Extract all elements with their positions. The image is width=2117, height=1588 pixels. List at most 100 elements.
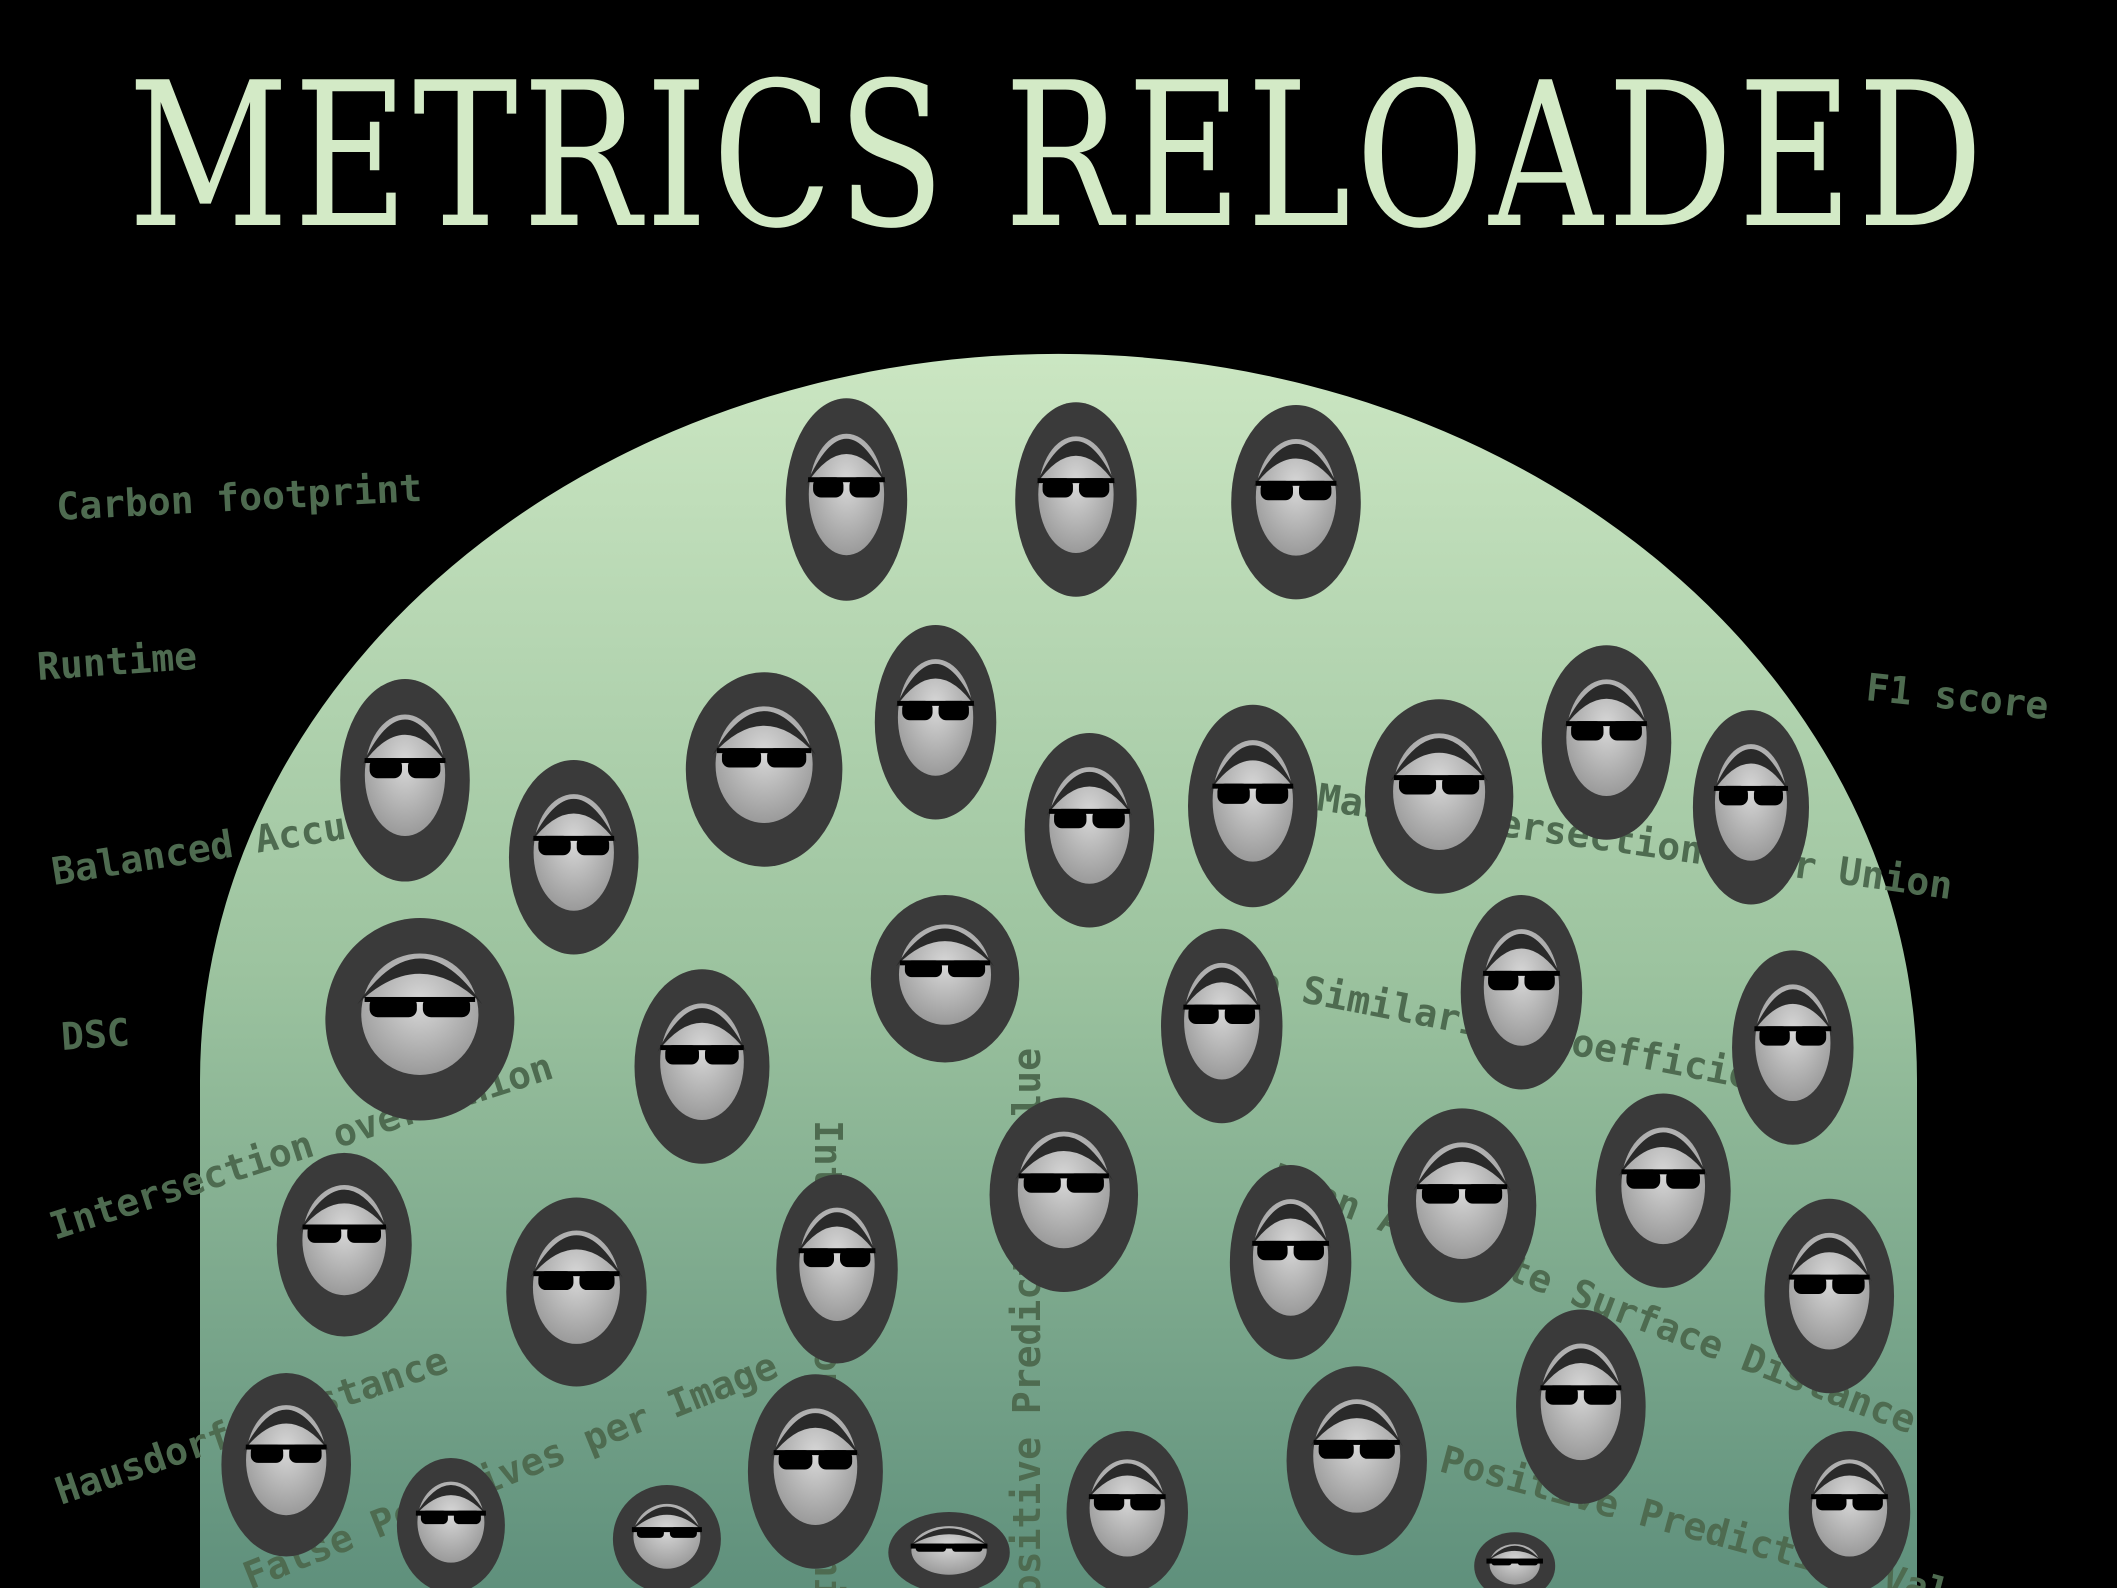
portrait-face bbox=[1252, 1199, 1329, 1316]
portrait-face bbox=[1811, 1459, 1888, 1557]
sunglasses-bridge bbox=[1811, 1494, 1888, 1500]
portrait bbox=[1015, 402, 1137, 597]
portrait bbox=[508, 760, 639, 955]
portrait-hair bbox=[1253, 443, 1339, 488]
sunglasses-lens bbox=[369, 758, 402, 779]
portrait-hair bbox=[1413, 1147, 1512, 1191]
sunglasses-bridge bbox=[1713, 785, 1788, 791]
portrait-hair bbox=[1563, 684, 1650, 728]
portrait-hair bbox=[1310, 1404, 1404, 1447]
portrait-face bbox=[1483, 929, 1560, 1046]
sunglasses-bridge bbox=[533, 835, 615, 841]
portrait-face bbox=[799, 1207, 875, 1321]
portrait bbox=[1474, 1532, 1556, 1588]
sunglasses-lens bbox=[1255, 783, 1289, 804]
portrait-face bbox=[1212, 740, 1293, 862]
portrait bbox=[1387, 1108, 1537, 1303]
sunglasses-bridge bbox=[1621, 1169, 1705, 1175]
portrait-face bbox=[1789, 1232, 1870, 1350]
portrait bbox=[1286, 1366, 1427, 1556]
portrait-hair bbox=[770, 1413, 860, 1457]
portrait-face bbox=[773, 1408, 858, 1525]
portrait-face bbox=[897, 659, 974, 776]
portrait-face bbox=[361, 953, 479, 1075]
portrait-hair bbox=[1538, 1348, 1624, 1393]
portrait-hair bbox=[243, 1409, 329, 1451]
sunglasses-bridge bbox=[716, 748, 812, 754]
sunglasses-bridge bbox=[897, 700, 974, 706]
portrait bbox=[1595, 1093, 1731, 1288]
portrait bbox=[1764, 1198, 1895, 1394]
portrait-hair bbox=[895, 928, 995, 967]
sunglasses-bridge bbox=[1486, 1558, 1543, 1564]
portrait-face bbox=[808, 433, 885, 556]
portrait-face bbox=[1416, 1142, 1509, 1260]
sunglasses-lens bbox=[849, 477, 880, 498]
portrait-face bbox=[1393, 733, 1486, 850]
portrait bbox=[870, 895, 1020, 1063]
sunglasses-lens bbox=[813, 477, 844, 498]
sunglasses-bridge bbox=[1566, 721, 1647, 727]
portrait-hair bbox=[530, 1235, 623, 1278]
portrait bbox=[685, 672, 843, 867]
portrait bbox=[1229, 1165, 1352, 1360]
portrait-face bbox=[1313, 1399, 1401, 1513]
sunglasses-bridge bbox=[1255, 480, 1337, 486]
portrait-face bbox=[1755, 984, 1831, 1102]
portrait-face bbox=[1038, 436, 1114, 553]
portrait-hair bbox=[415, 1485, 487, 1516]
portrait-hair bbox=[796, 1212, 878, 1255]
portrait bbox=[506, 1197, 647, 1387]
portrait bbox=[747, 1374, 883, 1569]
portrait bbox=[276, 1152, 412, 1337]
portrait-hair bbox=[1712, 748, 1790, 793]
portrait bbox=[1231, 405, 1361, 600]
portrait bbox=[396, 1458, 505, 1588]
portrait-face bbox=[364, 714, 446, 836]
portrait-hair bbox=[895, 663, 976, 708]
portrait-hair bbox=[1046, 771, 1133, 816]
sunglasses-bridge bbox=[1037, 478, 1115, 484]
portrait bbox=[1161, 928, 1283, 1124]
portrait-hair bbox=[806, 438, 887, 485]
portrait bbox=[325, 918, 515, 1121]
portrait bbox=[1024, 733, 1155, 928]
portrait-hair bbox=[1014, 1136, 1113, 1181]
portrait-face bbox=[715, 706, 813, 823]
portrait-face bbox=[417, 1481, 485, 1563]
sunglasses-lens bbox=[408, 758, 441, 779]
sunglasses-bridge bbox=[1313, 1439, 1400, 1445]
sunglasses-bridge bbox=[302, 1224, 386, 1230]
sunglasses-bridge bbox=[245, 1444, 327, 1450]
portrait bbox=[1692, 710, 1809, 905]
portrait-face bbox=[1089, 1459, 1165, 1557]
portrait bbox=[1516, 1309, 1646, 1504]
portrait bbox=[989, 1097, 1139, 1292]
sunglasses-bridge bbox=[1788, 1274, 1870, 1280]
portrait bbox=[612, 1485, 721, 1588]
portrait bbox=[1732, 950, 1854, 1145]
sunglasses-lens bbox=[422, 996, 471, 1018]
portrait-face bbox=[246, 1405, 327, 1516]
portrait bbox=[888, 1512, 1010, 1588]
sunglasses-bridge bbox=[1088, 1494, 1166, 1500]
metric-label: DSC bbox=[60, 1010, 132, 1059]
portrait bbox=[1066, 1431, 1188, 1588]
portrait-face bbox=[1714, 744, 1787, 861]
sunglasses-bridge bbox=[1049, 808, 1130, 814]
portrait-face bbox=[1184, 962, 1260, 1080]
portrait-hair bbox=[1250, 1203, 1331, 1248]
sunglasses-lens bbox=[369, 996, 417, 1018]
sunglasses-bridge bbox=[808, 477, 885, 483]
portrait-hair bbox=[1487, 1545, 1542, 1561]
sunglasses-bridge bbox=[1183, 1004, 1261, 1010]
sunglasses-bridge bbox=[415, 1510, 486, 1516]
portrait-hair bbox=[712, 711, 816, 755]
sunglasses-bridge bbox=[1393, 775, 1485, 781]
portrait-hair bbox=[530, 798, 617, 843]
title: METRICS RELOADED bbox=[128, 40, 1988, 273]
sunglasses-bridge bbox=[364, 758, 446, 764]
portrait bbox=[1541, 645, 1672, 840]
